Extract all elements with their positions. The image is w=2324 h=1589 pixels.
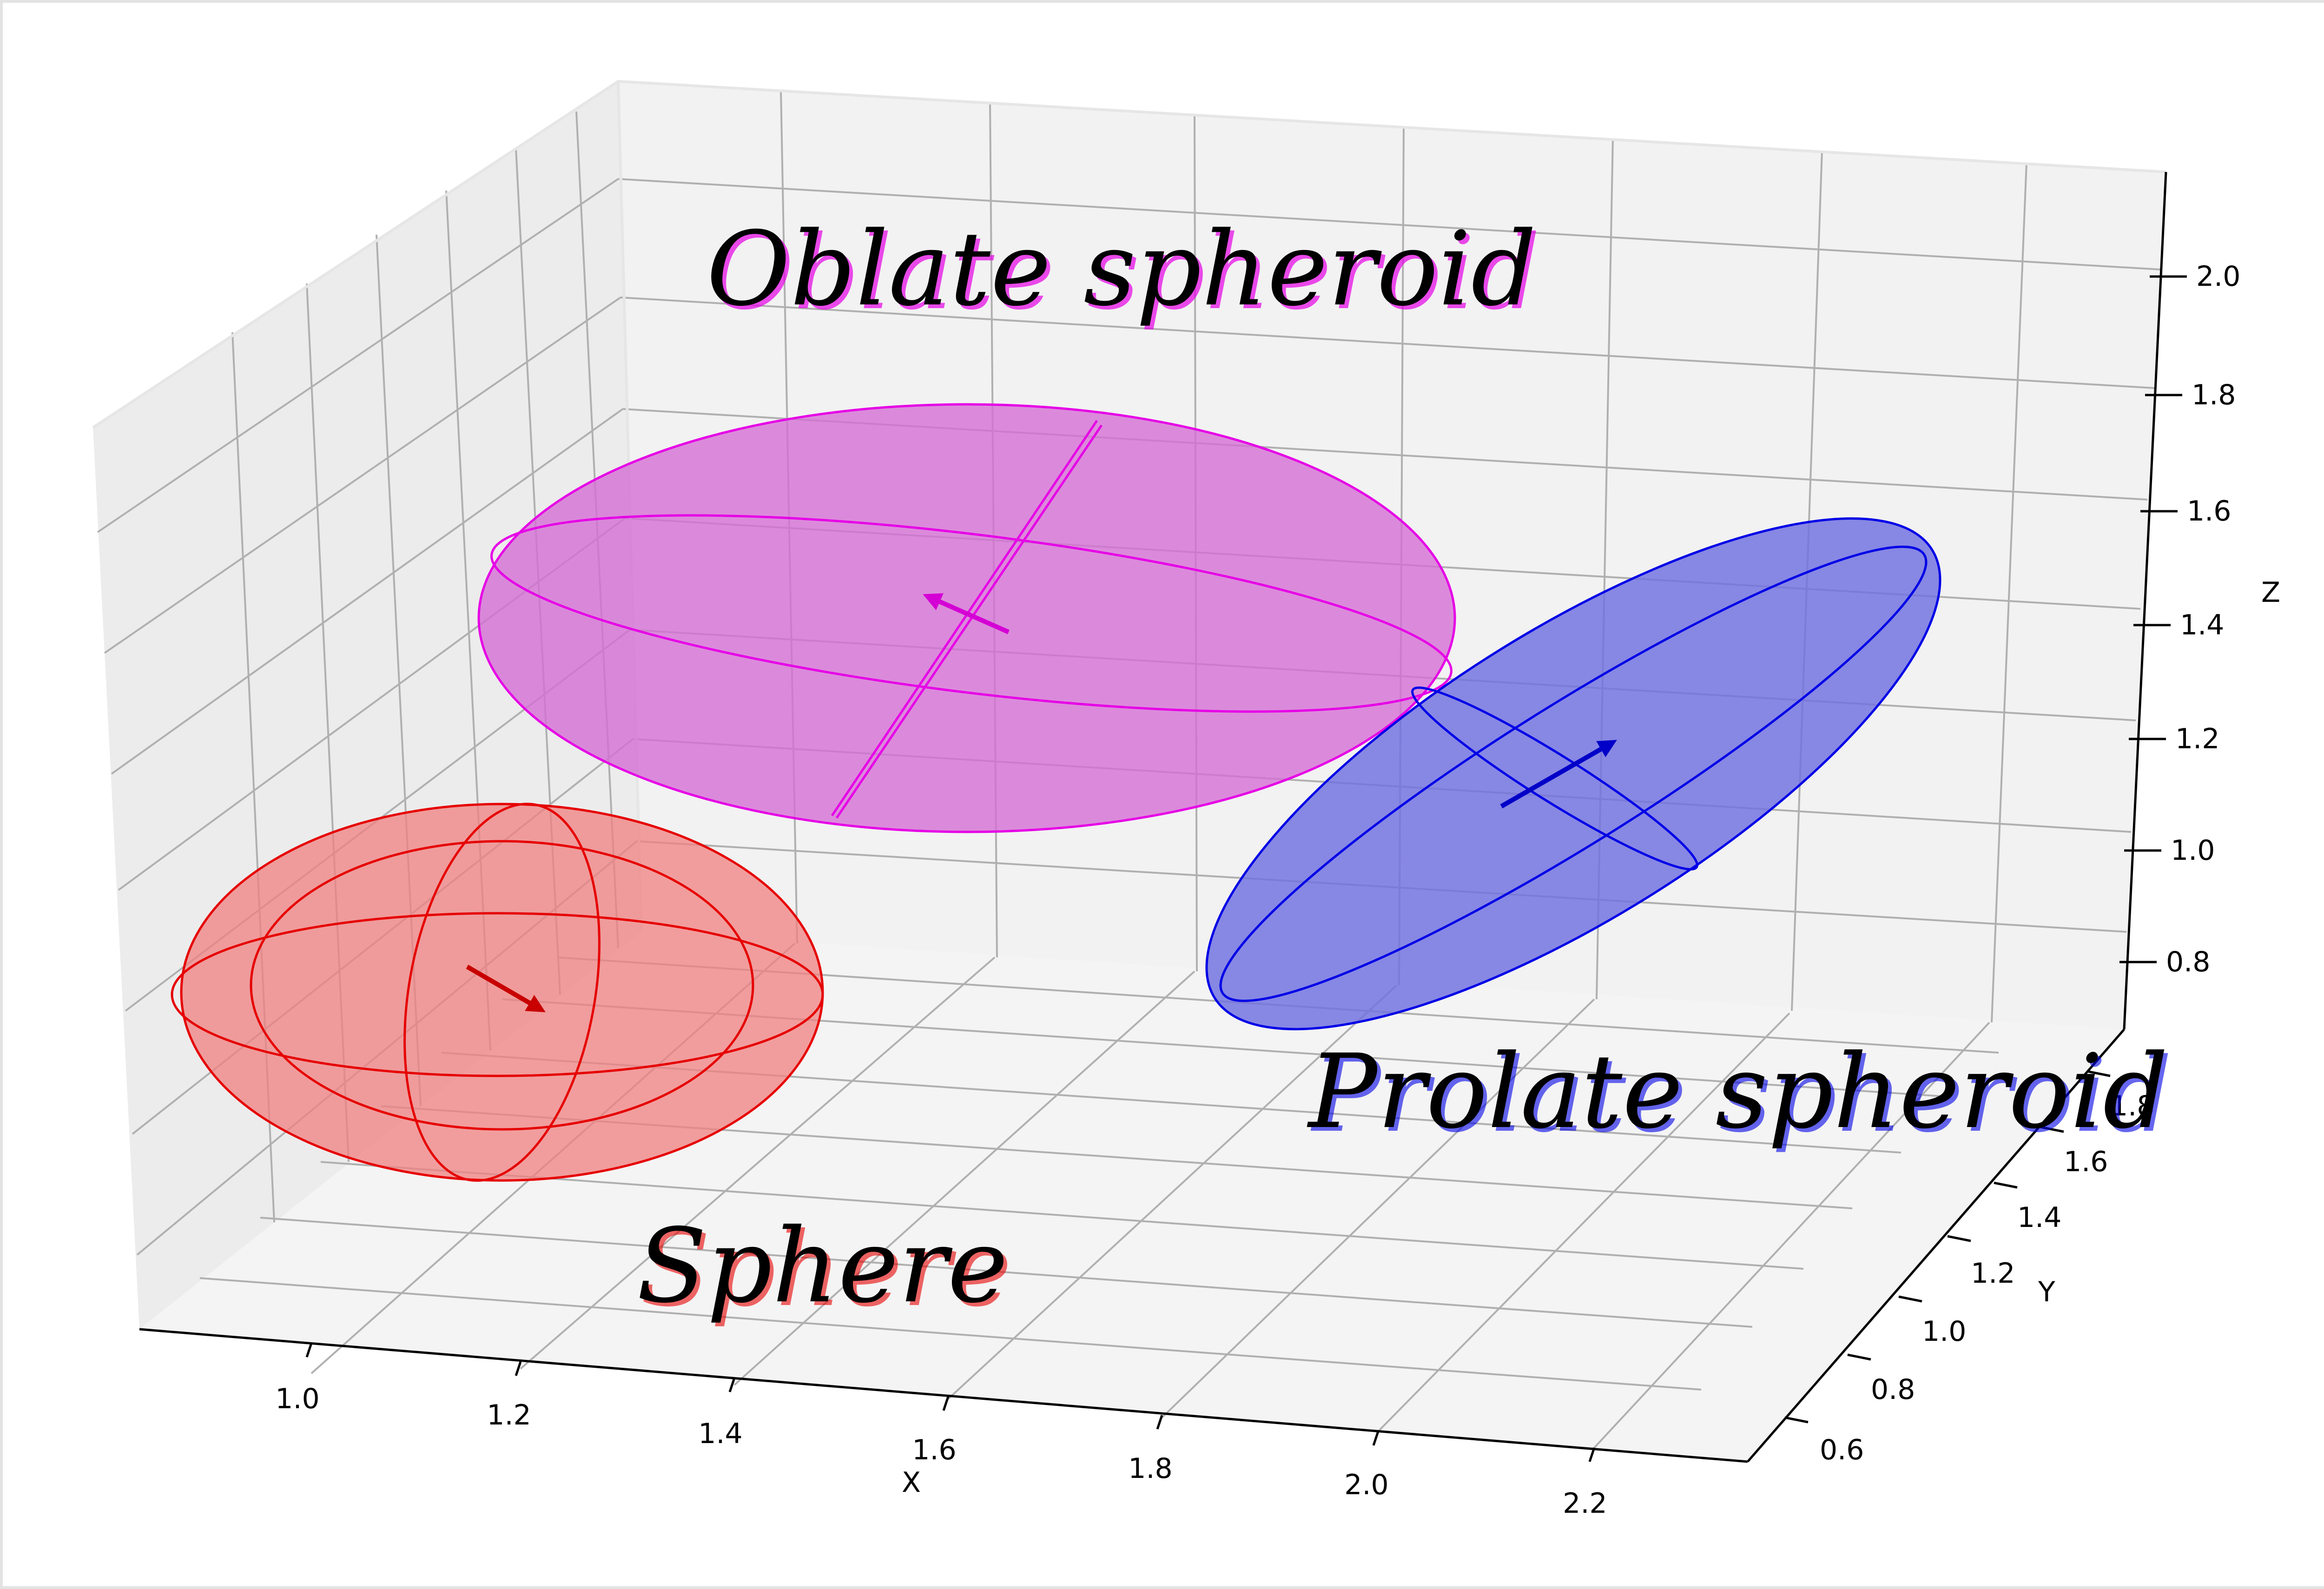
prolate-label-shadow: Prolate spheroid	[1310, 1036, 2172, 1155]
x-tick-label: 2.2	[1563, 1487, 1607, 1520]
y-tick-labels: 0.6 0.8 1.0 1.2 1.4 1.6 1.8	[1820, 1090, 2154, 1466]
z-tick-label: 1.4	[2180, 609, 2224, 641]
z-axis-label: Z	[2261, 576, 2280, 609]
oblate-object	[477, 403, 1456, 833]
z-tick-label: 2.0	[2196, 260, 2240, 293]
x-tick-label: 1.4	[698, 1418, 742, 1450]
z-tick-labels: 0.8 1.0 1.2 1.4 1.6 1.8 2.0	[2166, 260, 2240, 978]
oblate-arrow	[923, 593, 1010, 634]
sphere-label: Sphere Sphere	[637, 1207, 1012, 1329]
y-tick-label: 1.8	[2110, 1090, 2154, 1122]
sphere-arrow	[466, 964, 546, 1013]
y-tick-label: 1.4	[2017, 1201, 2061, 1234]
y-tick-label: 1.6	[2064, 1146, 2108, 1178]
sphere-object	[171, 803, 824, 1182]
x-tick-label: 1.8	[1128, 1452, 1172, 1485]
x-axis-label: X	[902, 1466, 921, 1499]
y-tick-label: 0.6	[1820, 1434, 1864, 1466]
z-tick-label: 1.6	[2187, 495, 2231, 527]
x-tick-label: 1.0	[275, 1383, 319, 1415]
z-tick-label: 1.2	[2175, 723, 2219, 755]
axis-lines	[139, 171, 2167, 1463]
y-axis-label: Y	[2038, 1276, 2055, 1308]
sphere-label-shadow: Sphere	[640, 1210, 1012, 1329]
y-tick-label: 1.0	[1922, 1315, 1966, 1348]
sphere-label-text: Sphere	[637, 1207, 1008, 1325]
z-tick-label: 1.8	[2192, 379, 2236, 411]
prolate-object	[1205, 517, 1941, 1030]
prolate-label-text: Prolate spheroid	[1307, 1032, 2168, 1151]
oblate-label-shadow: Oblate spheroid	[710, 213, 1540, 332]
oblate-label-text: Oblate spheroid	[706, 210, 1537, 329]
x-tick-label: 1.2	[487, 1399, 531, 1431]
z-tick-label: 1.0	[2171, 834, 2215, 867]
x-tick-label: 2.0	[1344, 1469, 1388, 1501]
prolate-label: Prolate spheroid Prolate spheroid	[1307, 1032, 2172, 1155]
y-tick-label: 0.8	[1871, 1373, 1915, 1406]
oblate-label: Oblate spheroid Oblate spheroid	[706, 210, 1540, 332]
prolate-arrow	[1500, 740, 1617, 809]
x-tick-labels: 1.0 1.2 1.4 1.6 1.8 2.0 2.2	[275, 1383, 1607, 1520]
x-tick-label: 1.6	[912, 1434, 956, 1466]
tick-marks	[305, 275, 2187, 1462]
y-tick-label: 1.2	[1971, 1257, 2015, 1290]
z-tick-label: 0.8	[2166, 946, 2210, 978]
